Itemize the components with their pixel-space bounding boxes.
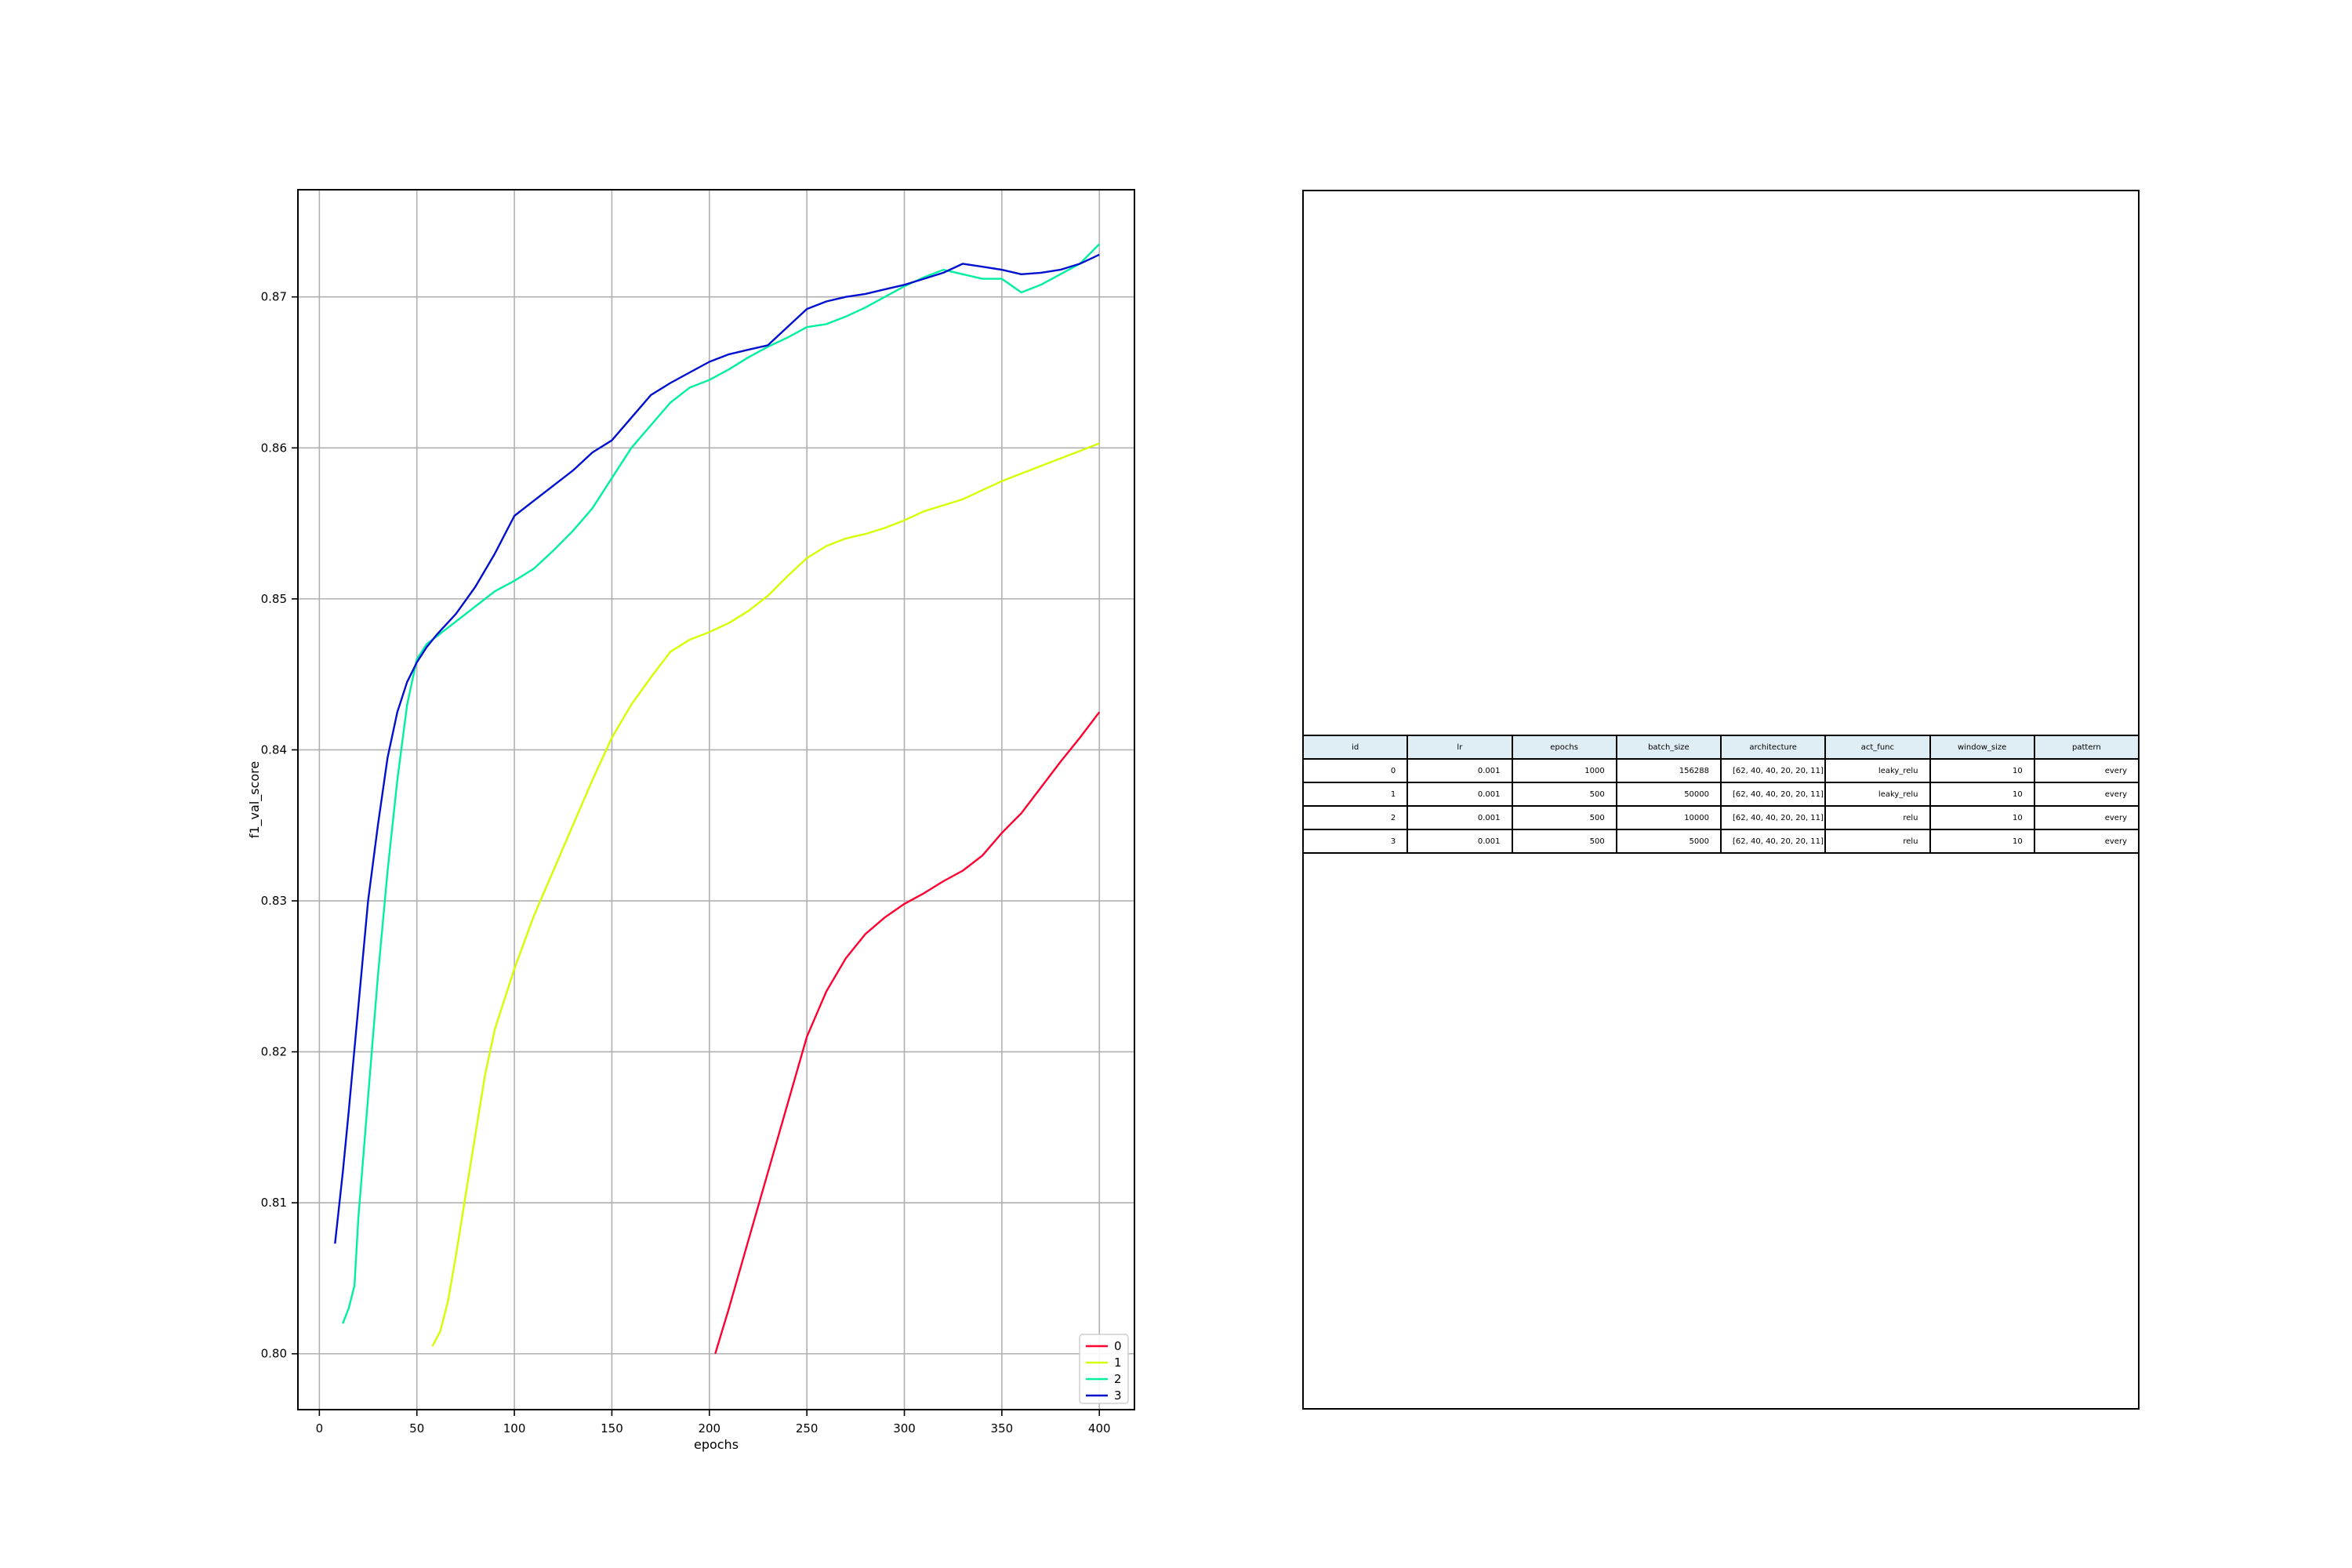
params-table-panel: id lr epochs batch_size architecture act_func…	[1301, 190, 2140, 1410]
column-header-window-size: window_size	[1929, 735, 2035, 760]
table-cell-window-size: 10	[1929, 758, 2035, 783]
axis-ticks: 0 50 100 150 200 250 300 350 400 0.80 0.81 0.82 0.83…	[261, 290, 1111, 1436]
table-cell-id: 2	[1301, 805, 1409, 830]
table-cell-window-size: 10	[1929, 829, 2035, 854]
table-cell-id: 3	[1301, 829, 1409, 854]
table-cell-pattern: every	[2033, 805, 2140, 830]
plot-frame	[297, 189, 1135, 1410]
table-cell-lr: 0.001	[1406, 805, 1513, 830]
table-cell-act-func: leaky_relu	[1824, 758, 1931, 783]
series-line-0	[714, 711, 1101, 1355]
legend-label-1: 1	[1114, 1356, 1122, 1370]
y-tick-label: 0.85	[261, 592, 287, 606]
x-tick-label: 200	[698, 1421, 720, 1436]
y-tick-label: 0.83	[261, 894, 287, 908]
legend-box	[1079, 1334, 1129, 1404]
x-tick-label: 400	[1088, 1421, 1111, 1436]
table-cell-lr: 0.001	[1406, 758, 1513, 783]
table-cell-pattern: every	[2033, 782, 2140, 807]
table-cell-id: 0	[1301, 758, 1409, 783]
table-row: 1 0.001 500 50000 [62, 40, 40, 20, 20, 11] le…	[1301, 782, 2140, 807]
table-cell-epochs: 500	[1511, 805, 1617, 830]
table-cell-lr: 0.001	[1406, 782, 1513, 807]
y-tick-label: 0.81	[261, 1196, 287, 1210]
table-cell-act-func: leaky_relu	[1824, 782, 1931, 807]
legend-label-0: 0	[1114, 1339, 1122, 1353]
table-cell-batch-size: 10000	[1615, 805, 1722, 830]
x-tick-label: 250	[796, 1421, 818, 1436]
x-tick-label: 100	[503, 1421, 526, 1436]
table-cell-lr: 0.001	[1406, 829, 1513, 854]
params-table: id lr epochs batch_size architecture act_func…	[1301, 735, 2140, 854]
legend-label-2: 2	[1114, 1372, 1122, 1386]
legend-label-3: 3	[1114, 1388, 1122, 1403]
table-cell-act-func: relu	[1824, 829, 1931, 854]
y-tick-label: 0.82	[261, 1045, 287, 1059]
table-cell-pattern: every	[2033, 829, 2140, 854]
column-header-architecture: architecture	[1719, 735, 1827, 760]
table-cell-act-func: relu	[1824, 805, 1931, 830]
y-tick-label: 0.80	[261, 1347, 287, 1361]
y-tick-label: 0.87	[261, 290, 287, 304]
series-line-1	[431, 442, 1100, 1347]
table-body: 0 0.001 1000 156288 [62, 40, 40, 20, 20, 11]…	[1301, 758, 2140, 854]
table-cell-architecture: [62, 40, 40, 20, 20, 11]	[1719, 829, 1827, 854]
table-cell-window-size: 10	[1929, 805, 2035, 830]
table-cell-batch-size: 156288	[1615, 758, 1722, 783]
x-tick-label: 0	[316, 1421, 324, 1436]
table-cell-batch-size: 5000	[1615, 829, 1722, 854]
series-line-2	[342, 243, 1101, 1324]
table-cell-epochs: 1000	[1511, 758, 1617, 783]
table-row: 0 0.001 1000 156288 [62, 40, 40, 20, 20, 11]…	[1301, 758, 2140, 783]
table-row: 2 0.001 500 10000 [62, 40, 40, 20, 20, 11] re…	[1301, 805, 2140, 830]
x-tick-label: 150	[601, 1421, 623, 1436]
x-axis-label: epochs	[694, 1437, 739, 1452]
column-header-lr: lr	[1406, 735, 1513, 760]
series-line-3	[334, 253, 1100, 1244]
column-header-act-func: act_func	[1824, 735, 1931, 760]
table-cell-architecture: [62, 40, 40, 20, 20, 11]	[1719, 782, 1827, 807]
column-header-batch-size: batch_size	[1615, 735, 1722, 760]
x-tick-label: 50	[409, 1421, 424, 1436]
table-row: 3 0.001 500 5000 [62, 40, 40, 20, 20, 11] rel…	[1301, 829, 2140, 854]
x-tick-label: 350	[991, 1421, 1014, 1436]
column-header-id: id	[1301, 735, 1409, 760]
y-tick-label: 0.86	[261, 441, 287, 455]
table-cell-id: 1	[1301, 782, 1409, 807]
y-tick-label: 0.84	[261, 742, 287, 757]
table-cell-architecture: [62, 40, 40, 20, 20, 11]	[1719, 758, 1827, 783]
y-axis-label: f1_val_score	[247, 761, 263, 839]
grid-lines	[298, 190, 1134, 1410]
legend: 0 1 2 3	[1079, 1334, 1129, 1404]
table-cell-pattern: every	[2033, 758, 2140, 783]
column-header-epochs: epochs	[1511, 735, 1617, 760]
table-cell-architecture: [62, 40, 40, 20, 20, 11]	[1719, 805, 1827, 830]
column-header-pattern: pattern	[2033, 735, 2140, 760]
x-tick-label: 300	[893, 1421, 916, 1436]
table-header-row: id lr epochs batch_size architecture act_func…	[1301, 735, 2140, 760]
series-lines	[334, 243, 1101, 1355]
table-cell-epochs: 500	[1511, 829, 1617, 854]
table-cell-batch-size: 50000	[1615, 782, 1722, 807]
table-cell-window-size: 10	[1929, 782, 2035, 807]
table-cell-epochs: 500	[1511, 782, 1617, 807]
